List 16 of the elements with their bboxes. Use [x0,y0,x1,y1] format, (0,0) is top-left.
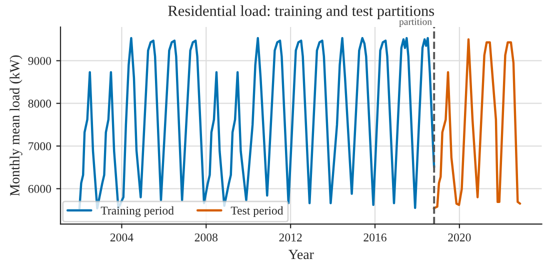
x-tick-label: 2008 [194,233,218,242]
y-tick-label: 8000 [28,100,52,108]
y-axis-title: Monthly mean load (kW) [10,55,22,196]
y-tick-label: 6000 [28,184,52,193]
x-tick-label: 2016 [364,233,386,242]
x-tick-label: 2004 [110,233,134,242]
y-tick-label: 7000 [28,142,52,150]
x-axis-title: Year [288,250,314,260]
line-series [432,38,522,210]
y-tick-label: 9000 [28,56,52,65]
x-tick-label: 2020 [448,233,471,242]
legend-label: Training period [100,206,174,218]
x-tick-label: 2012 [279,233,302,242]
chart-title: Residential load: training and test partitions [168,5,434,20]
legend-label: Test period [230,206,284,217]
ref-line-label: partition [399,18,432,27]
